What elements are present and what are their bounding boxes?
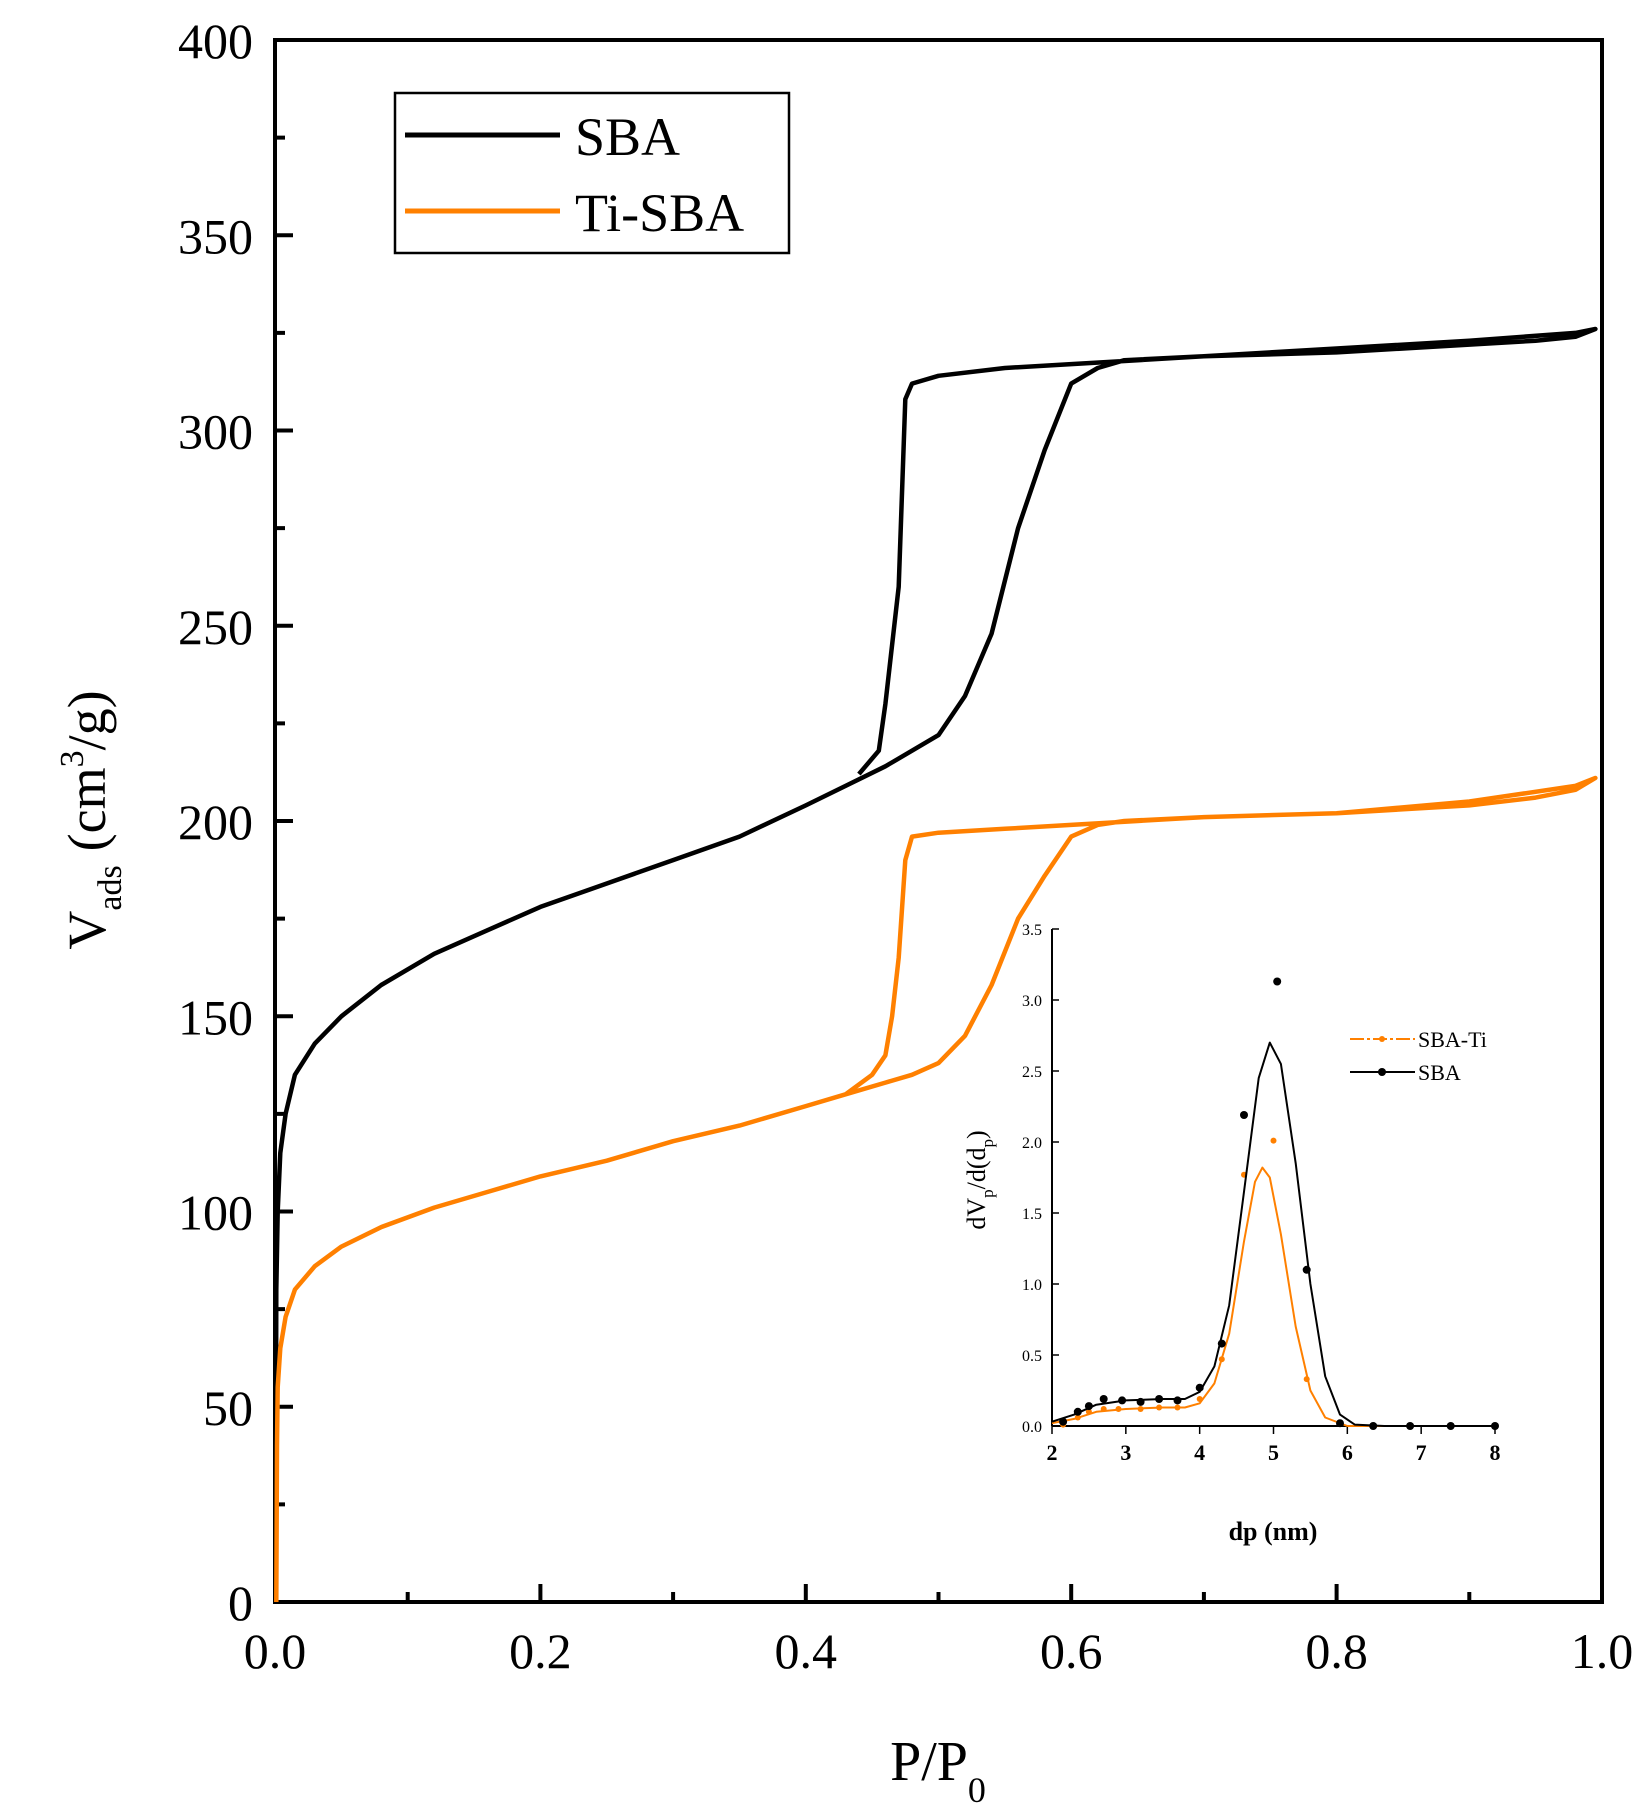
inset-y-tick-label: 1.5	[1022, 1206, 1042, 1223]
inset-data-point-sba-ti	[1137, 1406, 1144, 1412]
inset-fit-line-sba	[1051, 1041, 1495, 1427]
x-axis-title-sub: 0	[968, 1770, 986, 1810]
y-tick-label: 100	[178, 1185, 253, 1241]
inset-data-point-sba	[1491, 1422, 1499, 1430]
inset-plot-area	[1052, 929, 1495, 1426]
inset-data-point-sba	[1240, 1111, 1248, 1119]
inset-data-point-sba	[1336, 1419, 1344, 1428]
inset-y-axis-title: dVp/d(dp)	[962, 1130, 997, 1229]
y-axis-title-unit-post: /g)	[57, 690, 117, 750]
main-legend: SBA Ti-SBA	[393, 91, 791, 255]
inset-x-tick-label: 6	[1342, 1440, 1353, 1465]
series-line-ti-sba	[274, 775, 1598, 1603]
inset-y-title-sub1: p	[978, 1189, 997, 1198]
inset-data-point-sba	[1217, 1339, 1226, 1348]
inset-legend-marker-sba	[1378, 1068, 1386, 1076]
y-tick-label: 200	[178, 794, 253, 850]
y-tick-label: 350	[178, 208, 253, 264]
inset-x-axis-title: dp (nm)	[1229, 1517, 1318, 1546]
inset-data-point-sba	[1136, 1397, 1145, 1406]
inset-data-point-sba	[1073, 1407, 1082, 1416]
series-line-sba	[273, 326, 1598, 1603]
inset-legend-label-sba-ti: SBA-Ti	[1418, 1027, 1487, 1052]
y-axis-title-unit-pre: (cm	[57, 767, 117, 851]
inset-data-point-sba	[1099, 1395, 1108, 1403]
inset-data-point-sba	[1302, 1265, 1311, 1274]
y-tick-label: 150	[178, 989, 253, 1045]
inset-axis-ticks: 0.0 0.5 1.0 1.5 2.0 2.5 3.0 3.5 2 3 4 5 6 7 8	[1022, 922, 1501, 1465]
inset-x-tick-label: 2	[1047, 1440, 1058, 1465]
inset-data-point-sba	[1155, 1395, 1164, 1403]
inset-y-tick-label: 2.5	[1022, 1064, 1042, 1081]
inset-series-group	[1051, 977, 1499, 1430]
x-axis-title-main: P/P	[890, 1731, 968, 1793]
y-axis-title-main: V	[57, 911, 117, 950]
inset-data-point-sba	[1273, 977, 1282, 986]
inset-data-point-sba	[1173, 1396, 1182, 1405]
x-tick-label: 0.4	[775, 1623, 838, 1679]
inset-data-point-sba	[1369, 1422, 1378, 1430]
legend-label-ti-sba: Ti-SBA	[575, 183, 744, 243]
inset-y-tick-label: 2.0	[1022, 1135, 1042, 1152]
inset-x-tick-label: 4	[1194, 1440, 1205, 1465]
inset-data-point-sba	[1195, 1383, 1204, 1392]
y-tick-label: 50	[203, 1380, 253, 1436]
inset-data-point-sba-ti	[1156, 1404, 1163, 1411]
x-tick-label: 0.0	[244, 1623, 307, 1679]
inset-y-tick-label: 3.5	[1022, 922, 1042, 939]
inset-data-point-sba-ti	[1270, 1137, 1277, 1144]
inset-y-tick-label: 0.0	[1022, 1419, 1042, 1436]
inset-data-point-sba-ti	[1174, 1404, 1181, 1411]
inset-data-point-sba	[1059, 1417, 1068, 1426]
y-tick-label: 400	[178, 13, 253, 69]
inset-x-tick-label: 3	[1120, 1440, 1131, 1465]
inset-y-tick-label: 3.0	[1022, 993, 1042, 1010]
y-tick-label: 250	[178, 599, 253, 655]
x-tick-label: 0.8	[1305, 1623, 1368, 1679]
inset-legend-label-sba: SBA	[1418, 1060, 1461, 1085]
inset-y-title-mid: /d(d	[962, 1148, 991, 1190]
y-axis-title-unit-sup: 3	[54, 750, 91, 767]
inset-legend-marker-sba-ti	[1379, 1036, 1385, 1042]
main-axis-ticks: 0 50 100 150 200 250 300 350 400 0.0 0.2 0.4 0.6 0.8 1…	[178, 13, 1633, 1679]
main-legend-box	[393, 91, 791, 255]
inset-y-title-sub2: p	[978, 1139, 997, 1148]
inset-data-point-sba-ti	[1100, 1406, 1107, 1412]
inset-data-point-sba	[1446, 1422, 1455, 1430]
inset-data-point-sba-ti	[1115, 1406, 1122, 1412]
inset-chart: 0.00.51.01.52.02.53.03.52 3 4 5 6 7 8 dp (nm) …	[962, 922, 1501, 1546]
x-axis-title: P/P0	[890, 1731, 986, 1810]
x-tick-label: 0.2	[509, 1623, 572, 1679]
y-axis-title: Vads (cm3/g)	[54, 690, 129, 949]
inset-fit-line-sba-ti	[1051, 1166, 1495, 1427]
inset-x-tick-label: 5	[1268, 1440, 1279, 1465]
inset-y-tick-label: 0.5	[1022, 1348, 1042, 1365]
inset-legend: SBA-Ti SBA	[1350, 1027, 1487, 1085]
main-series-group	[273, 326, 1598, 1603]
y-tick-label: 0	[228, 1575, 253, 1631]
y-tick-label: 300	[178, 404, 253, 460]
inset-y-title-main: dV	[962, 1198, 991, 1230]
inset-data-point-sba	[1084, 1402, 1093, 1411]
inset-data-point-sba	[1118, 1396, 1127, 1405]
legend-label-sba: SBA	[575, 107, 680, 167]
y-axis-title-sub: ads	[92, 865, 129, 910]
inset-data-point-sba-ti	[1196, 1396, 1203, 1402]
inset-data-point-sba-ti	[1085, 1408, 1092, 1415]
inset-data-point-sba-ti	[1303, 1376, 1310, 1383]
inset-x-tick-label: 8	[1490, 1440, 1501, 1465]
inset-y-tick-label: 1.0	[1022, 1277, 1042, 1294]
inset-data-point-sba-ti	[1218, 1356, 1225, 1363]
inset-data-point-sba	[1406, 1422, 1415, 1430]
inset-x-tick-label: 7	[1416, 1440, 1427, 1465]
x-tick-label: 0.6	[1040, 1623, 1103, 1679]
inset-data-point-sba-ti	[1074, 1414, 1081, 1421]
inset-y-title-end: )	[962, 1130, 991, 1139]
x-tick-label: 1.0	[1571, 1623, 1633, 1679]
